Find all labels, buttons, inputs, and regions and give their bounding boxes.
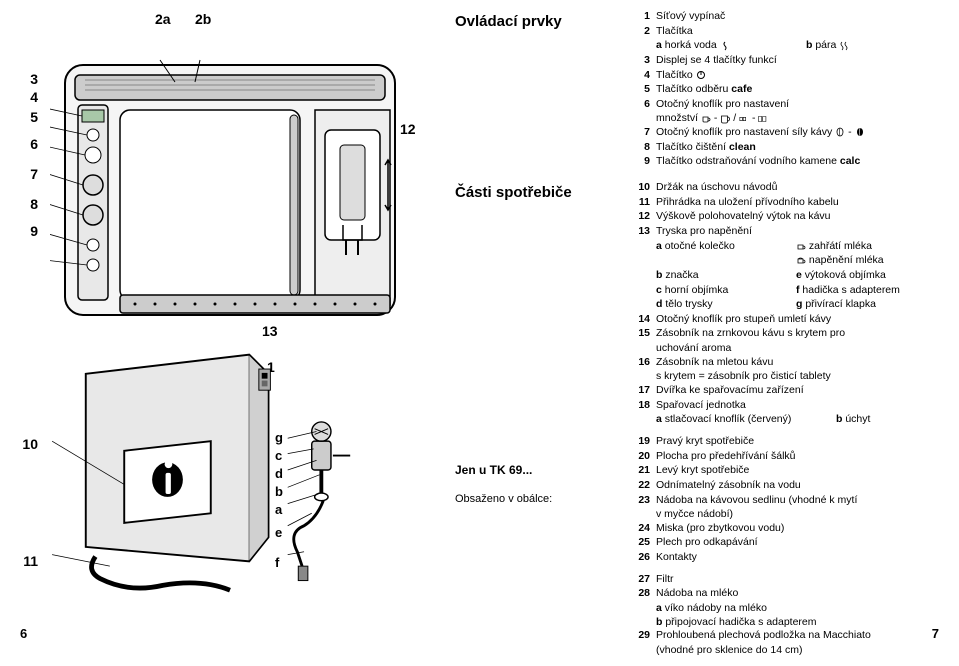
- item-8: 8Tlačítko čištění clean: [630, 141, 939, 155]
- label-13: 13: [262, 322, 278, 340]
- heading-envelope: Obsaženo v obálce:: [455, 492, 630, 506]
- cup-small-icon: [701, 114, 711, 124]
- item-6-sub: množství - / -: [656, 112, 939, 126]
- item-2: 2Tlačítka: [630, 25, 939, 39]
- item-13-sub: a otočné kolečko zahřátí mléka napěnění …: [656, 240, 939, 312]
- heading-controls: Ovládací prvky: [455, 12, 630, 32]
- item-15: 15Zásobník na zrnkovou kávu s krytem pro: [630, 327, 939, 341]
- heading-tk69: Jen u TK 69...: [455, 463, 630, 479]
- item-28a-sub: a víko nádoby na mléko: [656, 602, 939, 616]
- item-28b-sub: b připojovací hadička s adapterem: [656, 616, 939, 630]
- item-19: 19Pravý kryt spotřebiče: [630, 435, 939, 449]
- item-23: 23Nádoba na kávovou sedlinu (vhodné k my…: [630, 494, 939, 508]
- item-10: 10Držák na úschovu návodů: [630, 181, 939, 195]
- heading-parts: Části spotřebiče: [455, 183, 630, 203]
- section-parts: Části spotřebiče Jen u TK 69... Obsaženo…: [455, 181, 939, 666]
- item-6: 6Otočný knoflík pro nastavení: [630, 98, 939, 112]
- item-15-sub: uchování aroma: [656, 342, 939, 356]
- right-page: Ovládací prvky 1Síťový vypínač 2Tlačítka…: [445, 0, 959, 653]
- label-10: 10: [20, 435, 38, 453]
- item-16-sub: s krytem = zásobník pro čisticí tablety: [656, 370, 939, 384]
- bean-light-icon: [835, 127, 845, 137]
- label-8: 8: [20, 195, 38, 213]
- bean-dark-icon: [855, 127, 865, 137]
- item-3: 3Displej se 4 tlačítky funkcí: [630, 54, 939, 68]
- item-12: 12Výškově polohovatelný výtok na kávu: [630, 210, 939, 224]
- item-1: 1Síťový vypínač: [630, 10, 939, 24]
- machine-illustration: 2a 2b 3 4 5 6 7 8 9 12 13 1 10 11 g c d …: [20, 10, 430, 590]
- label-2b: 2b: [195, 10, 211, 28]
- item-9: 9Tlačítko odstraňování vodního kamene ca…: [630, 155, 939, 169]
- item-23-sub: v myčce nádobí): [656, 508, 939, 522]
- power-icon: [696, 70, 706, 80]
- cup-heat-icon: [796, 241, 806, 251]
- item-21: 21Levý kryt spotřebiče: [630, 464, 939, 478]
- item-17: 17Dvířka ke spařovacímu zařízení: [630, 384, 939, 398]
- label-12: 12: [400, 120, 416, 138]
- item-16: 16Zásobník na mletou kávu: [630, 356, 939, 370]
- item-18-sub: a stlačovací knoflík (červený) b úchyt: [656, 413, 939, 427]
- section-controls: Ovládací prvky 1Síťový vypínač 2Tlačítka…: [455, 10, 939, 177]
- cups-small-icon: [739, 114, 749, 124]
- label-4: 4: [20, 88, 38, 106]
- item-4: 4Tlačítko: [630, 69, 939, 83]
- label-2a: 2a: [155, 10, 171, 28]
- steam-icon: [839, 41, 849, 51]
- left-page: 2a 2b 3 4 5 6 7 8 9 12 13 1 10 11 g c d …: [0, 0, 445, 653]
- item-28: 28Nádoba na mléko: [630, 587, 939, 601]
- label-9: 9: [20, 222, 38, 240]
- item-26: 26Kontakty: [630, 551, 939, 565]
- item-22: 22Odnímatelný zásobník na vodu: [630, 479, 939, 493]
- item-7: 7Otočný knoflík pro nastavení síly kávy …: [630, 126, 939, 140]
- item-20: 20Plocha pro předehřívání šálků: [630, 450, 939, 464]
- item-27: 27Filtr: [630, 573, 939, 587]
- item-11: 11Přihrádka na uložení přívodního kabelu: [630, 196, 939, 210]
- label-6: 6: [20, 135, 38, 153]
- machine-side-diagram: [50, 345, 410, 595]
- machine-front-diagram: [50, 40, 400, 320]
- label-11: 11: [20, 552, 38, 570]
- item-29-sub: (vhodné pro sklenice do 14 cm): [656, 644, 939, 658]
- label-7: 7: [20, 165, 38, 183]
- page-number-left: 6: [20, 626, 27, 643]
- cup-foam-icon: [796, 255, 806, 265]
- label-5: 5: [20, 108, 38, 126]
- hot-water-icon: [720, 41, 730, 51]
- item-2-sub: a horká voda b pára: [656, 39, 939, 53]
- item-18: 18Spařovací jednotka: [630, 399, 939, 413]
- label-3: 3: [20, 70, 38, 88]
- item-29: 29Prohloubená plechová podložka na Macch…: [630, 629, 939, 643]
- item-13: 13Tryska pro napěnění: [630, 225, 939, 239]
- item-14: 14Otočný knoflík pro stupeň umletí kávy: [630, 313, 939, 327]
- item-24: 24Miska (pro zbytkovou vodu): [630, 522, 939, 536]
- cups-large-icon: [758, 114, 768, 124]
- cup-large-icon: [720, 114, 730, 124]
- item-25: 25Plech pro odkapávání: [630, 536, 939, 550]
- page-number-right: 7: [932, 626, 939, 643]
- item-5: 5Tlačítko odběru cafe: [630, 83, 939, 97]
